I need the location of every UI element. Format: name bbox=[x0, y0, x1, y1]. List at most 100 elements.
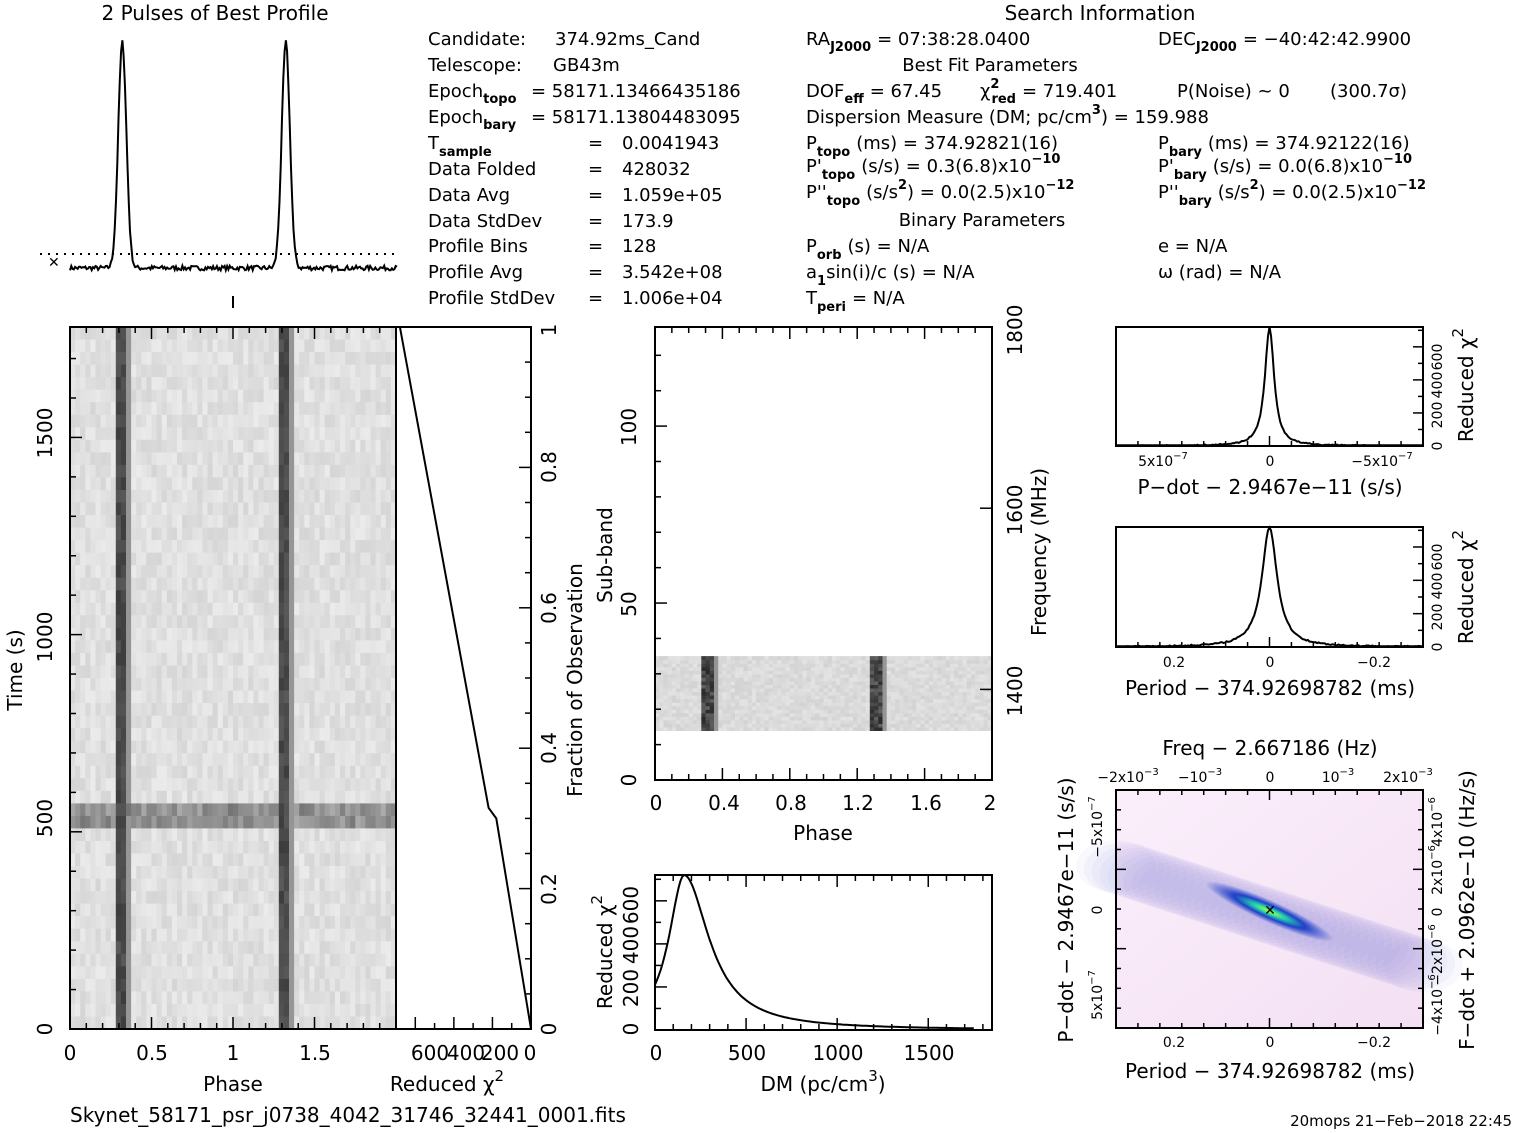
time-phase-cell bbox=[324, 916, 331, 930]
subband-cell bbox=[739, 712, 745, 717]
time-phase-cell bbox=[70, 853, 76, 867]
subband-cell bbox=[688, 716, 694, 721]
time-phase-cell bbox=[166, 377, 173, 391]
time-phase-cell bbox=[171, 953, 178, 967]
time-phase-cell bbox=[233, 891, 239, 905]
time-phase-cell bbox=[340, 364, 346, 378]
subband-cell bbox=[692, 695, 698, 700]
time-phase-cell bbox=[171, 828, 178, 842]
time-phase-cell bbox=[227, 953, 234, 967]
time-phase-cell bbox=[197, 377, 203, 391]
time-phase-cell bbox=[120, 577, 127, 591]
time-phase-cell bbox=[187, 790, 193, 804]
time-phase-cell bbox=[278, 427, 285, 441]
time-phase-cell bbox=[258, 878, 265, 892]
time-phase-cell bbox=[304, 627, 310, 641]
fraction-axis-label: Fraction of Observation bbox=[563, 563, 587, 797]
subband-cell bbox=[781, 688, 787, 693]
time-phase-cell bbox=[355, 1003, 361, 1017]
time-phase-cell bbox=[253, 916, 260, 930]
time-phase-cell bbox=[263, 490, 270, 504]
time-phase-cell bbox=[380, 991, 387, 1005]
time-phase-cell bbox=[390, 991, 397, 1005]
time-phase-cell bbox=[258, 903, 265, 917]
time-phase-cell bbox=[233, 728, 239, 742]
time-phase-cell bbox=[222, 615, 229, 629]
subband-cell bbox=[882, 695, 888, 700]
time-phase-cell bbox=[166, 941, 173, 955]
chi-sub: red bbox=[991, 92, 1016, 107]
subband-cell bbox=[945, 726, 951, 731]
time-phase-cell bbox=[110, 602, 117, 616]
time-phase-cell bbox=[238, 853, 244, 867]
subband-cell bbox=[958, 677, 964, 682]
time-phase-cell bbox=[80, 652, 86, 666]
subband-cell bbox=[743, 705, 749, 710]
time-phase-cell bbox=[207, 953, 214, 967]
time-phase-cell bbox=[390, 490, 397, 504]
time-phase-cell bbox=[309, 602, 316, 616]
time-phase-cell bbox=[253, 678, 260, 692]
subband-cell bbox=[722, 702, 728, 707]
subband-cell bbox=[924, 680, 930, 685]
time-phase-cell bbox=[319, 602, 326, 616]
time-phase-cell bbox=[207, 678, 214, 692]
time-phase-cell bbox=[156, 690, 163, 704]
time-phase-cell bbox=[120, 590, 127, 604]
time-phase-cell bbox=[329, 464, 336, 478]
time-phase-cell bbox=[115, 678, 122, 692]
subband-cell bbox=[819, 702, 825, 707]
time-phase-cell bbox=[156, 339, 163, 353]
time-phase-cell bbox=[120, 891, 127, 905]
time-phase-cell bbox=[182, 690, 188, 704]
time-phase-cell bbox=[375, 665, 382, 679]
time-phase-cell bbox=[151, 402, 158, 416]
time-phase-cell bbox=[289, 966, 295, 980]
time-phase-cell bbox=[115, 765, 122, 779]
time-phase-cell bbox=[136, 552, 142, 566]
pbary-sub: bary bbox=[1169, 145, 1202, 160]
time-phase-cell bbox=[212, 627, 219, 641]
time-phase-cell bbox=[85, 464, 91, 478]
time-phase-cell bbox=[268, 577, 275, 591]
time-phase-cell bbox=[212, 878, 219, 892]
time-phase-cell bbox=[238, 577, 244, 591]
time-phase-cell bbox=[120, 878, 127, 892]
pdbary-value: (s/s) = 0.0(6.8)x10 bbox=[1213, 156, 1383, 177]
time-phase-cell bbox=[350, 790, 356, 804]
subband-cell bbox=[714, 688, 719, 693]
time-phase-cell bbox=[340, 452, 346, 466]
time-phase-cell bbox=[253, 615, 260, 629]
subband-cell bbox=[853, 698, 858, 703]
subband-cell bbox=[785, 702, 791, 707]
time-phase-cell bbox=[120, 966, 127, 980]
subband-cell bbox=[890, 680, 896, 685]
time-phase-cell bbox=[304, 728, 310, 742]
time-phase-cell bbox=[233, 540, 239, 554]
subband-cell bbox=[970, 702, 976, 707]
time-phase-cell bbox=[365, 953, 372, 967]
time-phase-cell bbox=[156, 439, 163, 453]
subband-cell bbox=[810, 680, 816, 685]
subband-cell bbox=[815, 723, 820, 728]
time-phase-cell bbox=[350, 414, 356, 428]
time-phase-cell bbox=[258, 715, 265, 729]
time-phase-cell bbox=[207, 778, 214, 792]
time-phase-cell bbox=[100, 540, 107, 554]
time-phase-cell bbox=[360, 577, 366, 591]
subband-cell bbox=[730, 695, 736, 700]
subband-cell bbox=[655, 688, 660, 693]
time-phase-cell bbox=[146, 1003, 153, 1017]
time-phase-cell bbox=[299, 740, 305, 754]
subband-cell bbox=[806, 709, 812, 714]
time-phase-cell bbox=[146, 740, 153, 754]
time-phase-cell bbox=[314, 577, 321, 591]
time-phase-cell bbox=[365, 452, 372, 466]
subband-cell bbox=[928, 677, 934, 682]
time-phase-cell bbox=[136, 841, 142, 855]
subband-cell bbox=[895, 709, 900, 714]
subband-cell bbox=[802, 705, 808, 710]
subband-cell bbox=[810, 709, 816, 714]
time-phase-cell bbox=[120, 753, 127, 767]
time-phase-cell bbox=[85, 853, 91, 867]
